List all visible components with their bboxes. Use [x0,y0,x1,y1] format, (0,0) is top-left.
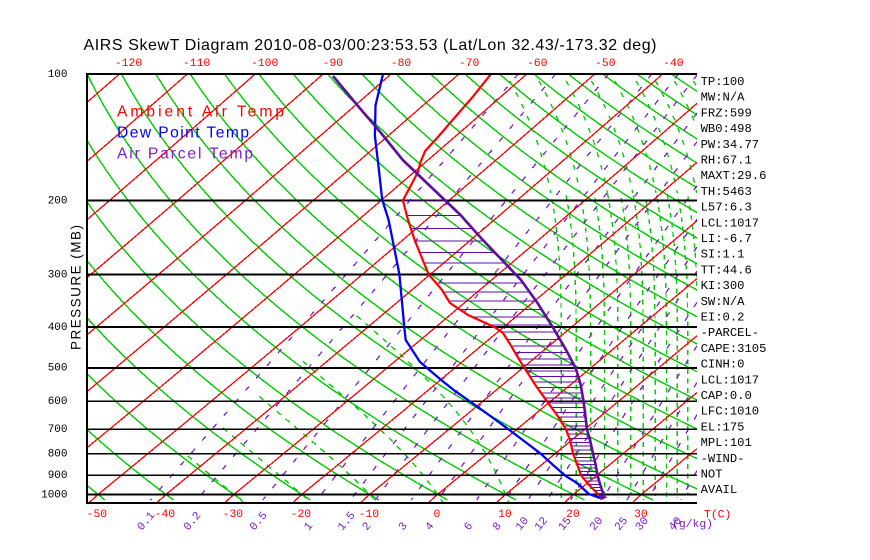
svg-text:KI:300: KI:300 [701,279,745,293]
svg-text:Dew Point Temp: Dew Point Temp [117,125,249,142]
svg-text:MW:N/A: MW:N/A [701,91,746,105]
svg-text:0: 0 [433,509,440,521]
svg-text:800: 800 [48,449,68,461]
svg-text:-30: -30 [223,509,244,521]
svg-text:-120: -120 [115,58,143,70]
svg-text:100: 100 [48,69,68,81]
svg-text:-10: -10 [359,509,380,521]
svg-text:700: 700 [48,424,68,436]
svg-text:EL:175: EL:175 [701,420,745,434]
svg-text:CAP:0.0: CAP:0.0 [701,389,752,403]
svg-text:200: 200 [48,195,68,207]
svg-text:400: 400 [48,322,68,334]
svg-text:-60: -60 [527,58,548,70]
svg-text:-20: -20 [291,509,312,521]
svg-text:FRZ:599: FRZ:599 [701,106,752,120]
svg-text:LCL:1017: LCL:1017 [701,373,760,387]
svg-text:PW:34.77: PW:34.77 [701,138,760,152]
svg-text:WB0:498: WB0:498 [701,122,752,136]
svg-text:300: 300 [48,269,68,281]
svg-text:-40: -40 [663,58,684,70]
svg-text:TP:100: TP:100 [701,75,745,89]
svg-text:-PARCEL-: -PARCEL- [701,326,760,340]
svg-text:AVAIL: AVAIL [701,483,738,497]
svg-text:900: 900 [48,470,68,482]
svg-text:EI:0.2: EI:0.2 [701,311,745,325]
svg-text:500: 500 [48,363,68,375]
svg-text:SI:1.1: SI:1.1 [701,248,745,262]
svg-text:-50: -50 [87,509,108,521]
svg-text:SW:N/A: SW:N/A [701,295,746,309]
svg-text:PRESSURE (MB): PRESSURE (MB) [69,225,84,350]
svg-text:10: 10 [498,509,512,521]
svg-text:-WIND-: -WIND- [701,452,745,466]
svg-text:NOT: NOT [701,468,723,482]
svg-text:MPL:101: MPL:101 [701,436,752,450]
svg-text:RH:67.1: RH:67.1 [701,154,752,168]
svg-text:-80: -80 [391,58,412,70]
svg-text:-90: -90 [323,58,344,70]
svg-text:CAPE:3105: CAPE:3105 [701,342,767,356]
svg-text:30: 30 [634,509,648,521]
svg-text:AIRS SkewT Diagram 2010-08-03/: AIRS SkewT Diagram 2010-08-03/00:23:53.5… [84,37,657,54]
svg-text:L57:6.3: L57:6.3 [701,201,752,215]
svg-text:(g/kg): (g/kg) [672,519,713,531]
svg-text:TH:5463: TH:5463 [701,185,752,199]
svg-text:-50: -50 [595,58,616,70]
svg-text:-100: -100 [251,58,279,70]
svg-text:CINH:0: CINH:0 [701,358,745,372]
svg-text:20: 20 [566,509,580,521]
svg-text:-40: -40 [155,509,176,521]
svg-text:MAXT:29.6: MAXT:29.6 [701,169,767,183]
svg-text:T(C): T(C) [704,510,731,522]
svg-text:LCL:1017: LCL:1017 [701,216,760,230]
svg-text:1000: 1000 [41,489,67,501]
svg-text:LFC:1010: LFC:1010 [701,405,760,419]
svg-text:TT:44.6: TT:44.6 [701,263,752,277]
svg-text:Air Parcel Temp: Air Parcel Temp [117,146,253,163]
svg-text:600: 600 [48,396,68,408]
svg-text:-70: -70 [459,58,480,70]
svg-text:LI:-6.7: LI:-6.7 [701,232,752,246]
svg-text:-110: -110 [183,58,211,70]
